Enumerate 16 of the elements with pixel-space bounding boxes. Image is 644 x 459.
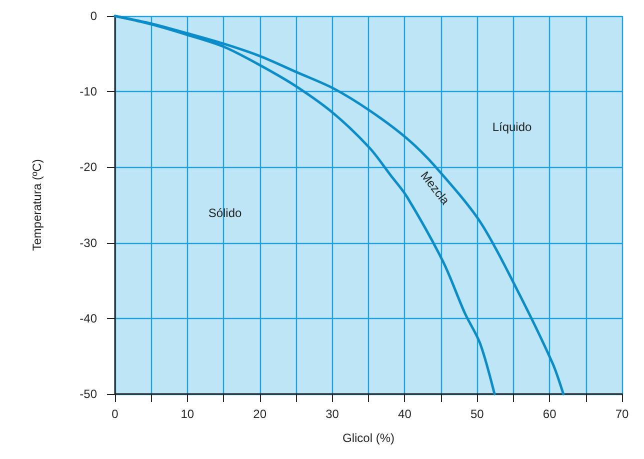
y-tick-label: -20 — [80, 160, 98, 174]
y-tick-label: -50 — [80, 387, 98, 401]
y-tick-label: 0 — [90, 9, 98, 23]
x-tick-label: 50 — [470, 407, 484, 421]
x-axis-title: Glicol (%) — [342, 431, 395, 445]
x-tick-label: 60 — [542, 407, 557, 421]
x-tick-label: 20 — [253, 407, 267, 421]
y-tick-label: -40 — [80, 311, 98, 326]
x-tick-label: 0 — [112, 407, 119, 421]
x-tick-label: 10 — [180, 407, 194, 421]
x-tick-label: 70 — [615, 407, 629, 421]
y-tick-label: -10 — [80, 84, 98, 99]
y-tick-label: -30 — [80, 236, 98, 250]
x-tick-label: 30 — [326, 407, 340, 421]
x-tick-label: 40 — [398, 407, 412, 421]
y-axis-title: Temperatura (ºC) — [30, 159, 44, 251]
